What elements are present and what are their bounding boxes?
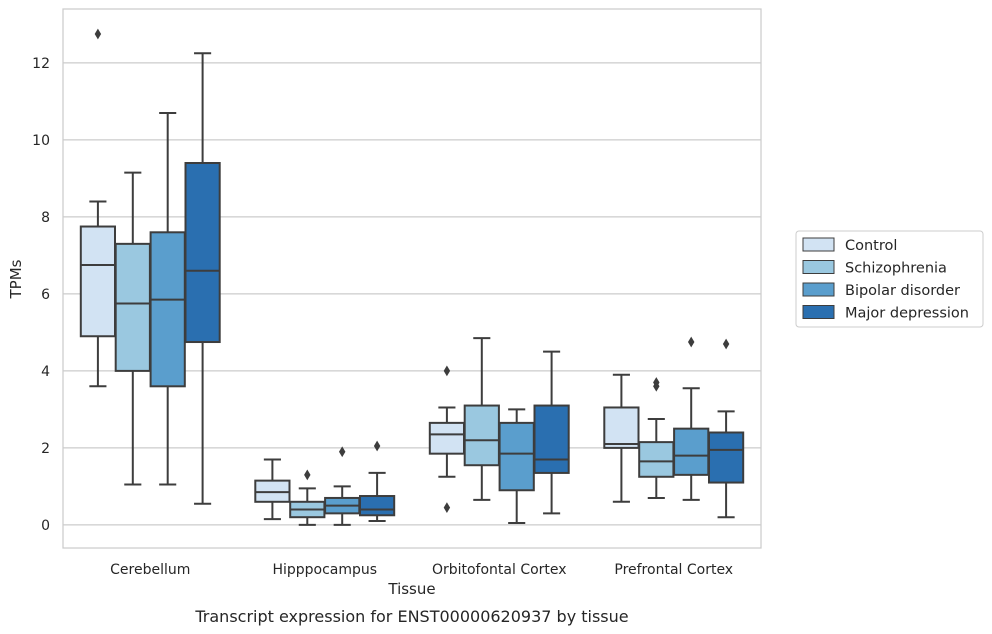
y-tick-label: 6 [41,287,50,303]
chart-title: Transcript expression for ENST0000062093… [194,607,628,626]
iqr-box [638,441,675,478]
legend-frame [795,230,984,328]
outlier-point [687,336,695,348]
x-axis-label: Tissue [387,580,435,598]
box-2-0 [428,365,466,513]
box-0-3 [184,52,221,505]
outlier-point [722,338,730,350]
legend-swatch [802,305,835,319]
plot-area-frame [62,8,762,549]
legend-swatch [802,260,835,274]
outlier-point [653,377,660,388]
box-2-3 [533,350,570,515]
legend-entry: Control [845,238,897,254]
box-3-1 [638,377,675,499]
x-tick-label: Prefrontal Cortex [614,562,733,578]
iqr-box [533,404,570,474]
box-1-2 [324,446,361,526]
iqr-box [498,421,535,492]
box-2-2 [498,408,535,524]
iqr-box [184,162,221,344]
legend-swatch [802,282,835,297]
box-3-0 [603,373,640,503]
y-tick-label: 10 [32,133,50,149]
box-2-1 [463,337,500,501]
x-tick-label: Orbitofontal Cortex [432,562,567,578]
outlier-point [94,28,102,40]
outlier-point [443,365,451,377]
iqr-box [149,231,186,388]
iqr-box [428,421,466,455]
legend-entry: Schizophrenia [845,261,947,277]
legend-entry: Bipolar disorder [845,283,960,299]
iqr-box [707,431,745,484]
iqr-box [673,427,710,476]
x-tick-label: Hipppocampus [272,562,377,578]
y-tick-label: 4 [41,364,50,380]
iqr-box [79,225,117,338]
box-0-1 [114,171,151,486]
outlier-point [304,469,311,481]
x-tick-label: Cerebellum [110,562,190,578]
box-3-2 [673,336,710,501]
y-tick-label: 2 [41,441,50,457]
iqr-box [463,404,500,467]
legend-swatch [802,237,835,252]
iqr-box [603,406,640,449]
y-tick-label: 8 [41,210,50,226]
y-axis-label: TPMs [7,259,25,299]
iqr-box [358,495,396,517]
legend: Control Schizophrenia Bipolar disorder Majo… [795,230,984,328]
box-0-2 [149,111,186,486]
iqr-box [114,242,151,372]
legend-entry: Major depression [845,306,969,322]
box-1-0 [254,458,291,521]
box-0-0 [79,28,117,388]
x-tick-labels: Cerebellum Hipppocampus Orbitofontal Corte… [110,562,733,578]
y-tick-label: 12 [32,56,50,72]
y-tick-label: 0 [41,518,50,534]
box-1-3 [358,440,396,523]
outlier-point [443,502,451,513]
outlier-point [373,440,381,452]
box-3-3 [707,338,745,519]
box-1-1 [289,469,326,526]
y-tick-labels: 0 2 4 6 8 10 12 [32,56,50,534]
outlier-point [338,446,346,458]
boxes [79,28,745,526]
